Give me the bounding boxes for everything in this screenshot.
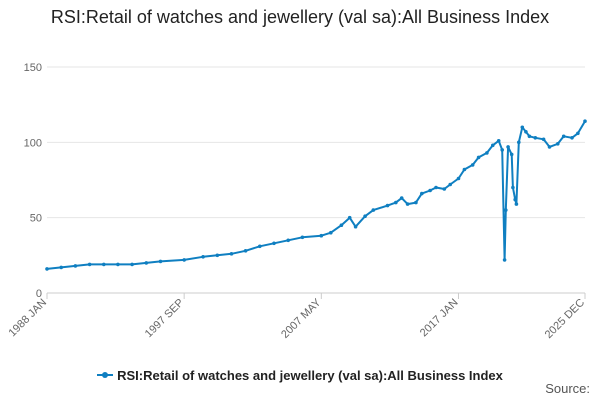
series-layer — [45, 119, 587, 271]
data-point — [583, 119, 587, 123]
data-point — [496, 139, 501, 143]
data-point — [527, 134, 532, 139]
data-point — [59, 265, 63, 270]
data-point — [491, 143, 495, 148]
data-point — [502, 258, 507, 262]
data-point — [504, 208, 508, 212]
data-point — [182, 258, 186, 262]
data-point — [520, 125, 525, 130]
data-point — [514, 202, 519, 206]
data-point — [272, 241, 276, 246]
data-point — [45, 267, 49, 271]
data-point — [500, 148, 505, 152]
data-point — [506, 145, 510, 149]
data-point — [339, 223, 344, 227]
x-tick-label: 1988 JAN — [6, 297, 49, 340]
data-point — [420, 191, 424, 196]
data-point — [442, 187, 447, 191]
y-tick-label: 50 — [30, 213, 42, 225]
data-point — [470, 163, 475, 167]
data-point — [158, 259, 163, 264]
data-point — [456, 176, 461, 181]
data-point — [329, 230, 333, 235]
data-point — [556, 142, 560, 146]
data-point — [116, 262, 120, 267]
data-point — [476, 155, 481, 160]
legend-label: RSI:Retail of watches and jewellery (val… — [117, 367, 503, 383]
data-point — [485, 151, 489, 155]
data-point — [428, 188, 432, 193]
data-point — [561, 134, 566, 139]
data-point — [371, 208, 376, 212]
data-point — [524, 130, 528, 134]
data-point — [394, 200, 398, 205]
axis-layer: 0 50 100 150 1988 JAN 1997 SEP 2007 MAY 2017 JA… — [6, 62, 587, 341]
data-point — [215, 253, 220, 258]
data-point — [511, 185, 515, 190]
x-tick-label: 2017 JAN — [418, 297, 461, 340]
series-line — [46, 120, 586, 270]
data-point — [547, 145, 552, 149]
data-point — [347, 215, 352, 220]
data-point — [405, 202, 410, 206]
data-point — [570, 136, 574, 140]
y-tick-label: 150 — [24, 62, 42, 74]
data-point — [533, 136, 538, 140]
x-tick-label: 2025 DEC — [543, 297, 587, 341]
legend-item[interactable]: RSI:Retail of watches and jewellery (val… — [97, 368, 503, 383]
data-point — [87, 262, 92, 267]
legend-marker-icon — [102, 372, 109, 378]
data-point — [462, 167, 467, 172]
x-tick-label: 1997 SEP — [143, 297, 187, 341]
y-tick-label: 100 — [24, 137, 42, 149]
data-point — [517, 140, 521, 145]
data-point — [385, 203, 390, 208]
data-point — [73, 264, 78, 268]
data-point — [300, 235, 305, 240]
data-point — [448, 182, 453, 187]
data-point — [319, 233, 324, 238]
chart-title: RSI:Retail of watches and jewellery (val… — [50, 7, 550, 27]
data-point — [541, 137, 546, 142]
data-point — [399, 196, 404, 200]
data-point — [229, 252, 234, 256]
data-point — [434, 185, 438, 190]
data-point — [102, 262, 106, 267]
x-tick-label: 2007 MAY — [279, 296, 324, 341]
data-point — [243, 249, 248, 253]
data-point — [513, 197, 517, 202]
data-point — [130, 262, 134, 267]
legend[interactable]: RSI:Retail of watches and jewellery (val… — [0, 364, 600, 383]
data-point — [201, 254, 205, 259]
data-point — [509, 152, 514, 157]
data-point — [286, 238, 291, 243]
source-label: Source: — [545, 381, 590, 396]
data-point — [363, 214, 367, 218]
data-point — [144, 261, 149, 265]
data-point — [353, 224, 358, 229]
legend-line-icon — [97, 372, 114, 378]
grid-layer — [47, 66, 585, 219]
data-point — [576, 131, 580, 136]
data-point — [258, 244, 262, 249]
y-tick-label: 0 — [36, 288, 42, 300]
data-point — [414, 200, 418, 205]
